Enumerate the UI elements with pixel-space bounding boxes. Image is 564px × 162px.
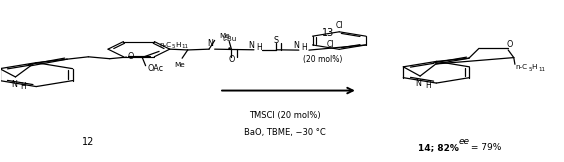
Text: H: H (257, 43, 262, 52)
Text: Me: Me (219, 33, 230, 39)
Text: 14; 82%: 14; 82% (418, 143, 462, 152)
Text: n-C: n-C (515, 64, 527, 70)
Text: 5: 5 (171, 44, 175, 49)
Text: H: H (175, 42, 180, 48)
Text: 11: 11 (182, 44, 188, 49)
Text: Cl: Cl (336, 21, 343, 30)
Text: N: N (207, 39, 213, 48)
Text: Cl: Cl (327, 40, 334, 49)
Text: H: H (20, 82, 26, 91)
Text: N: N (248, 40, 254, 50)
Text: 11: 11 (539, 67, 545, 72)
Text: OAc: OAc (148, 64, 164, 73)
Text: N: N (415, 79, 421, 88)
Text: O: O (128, 52, 134, 61)
Text: n-C: n-C (159, 42, 171, 48)
Text: Me: Me (174, 62, 185, 68)
Text: TMSCl (20 mol%): TMSCl (20 mol%) (249, 111, 320, 120)
Text: 13: 13 (322, 28, 334, 38)
Text: 12: 12 (82, 137, 95, 147)
Text: N: N (293, 41, 299, 50)
Text: 5: 5 (528, 67, 532, 72)
Text: H: H (302, 43, 307, 52)
Text: H: H (425, 81, 431, 90)
Text: (20 mol%): (20 mol%) (303, 55, 342, 64)
Text: = 79%: = 79% (468, 143, 502, 152)
Text: BaO, TBME, −30 °C: BaO, TBME, −30 °C (244, 128, 325, 137)
Text: O: O (506, 40, 513, 49)
Text: t-Bu: t-Bu (223, 36, 237, 42)
Text: O: O (228, 55, 235, 64)
Text: N: N (11, 80, 17, 89)
Text: H: H (532, 64, 537, 70)
Text: S: S (274, 36, 279, 45)
Text: ee: ee (459, 137, 470, 146)
